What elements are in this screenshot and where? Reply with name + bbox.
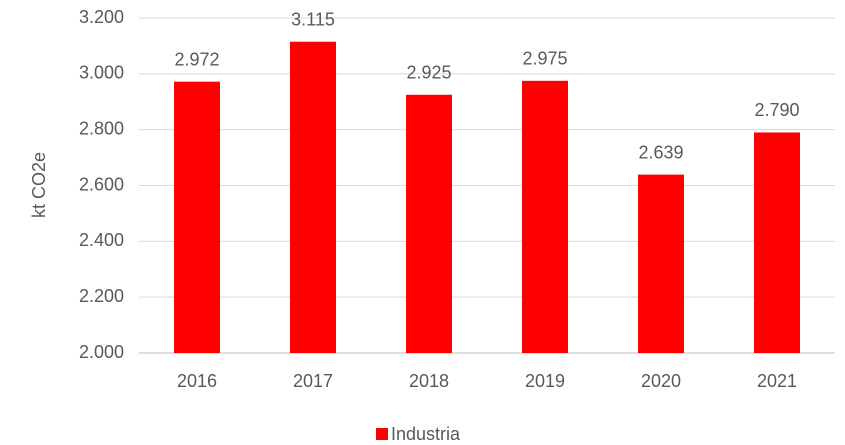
y-tick-label: 2.200 [79, 286, 124, 306]
x-tick-label: 2017 [293, 371, 333, 391]
legend-swatch [376, 428, 388, 440]
bar [174, 81, 220, 354]
legend-label: Industria [391, 424, 461, 444]
x-tick-label: 2016 [177, 371, 217, 391]
y-tick-label: 2.000 [79, 342, 124, 362]
bar [754, 132, 800, 353]
y-tick-label: 3.200 [79, 7, 124, 27]
y-tick-label: 2.600 [79, 174, 124, 194]
data-label: 2.790 [754, 100, 799, 120]
bar [290, 41, 336, 354]
y-axis-label: kt CO2e [29, 152, 49, 218]
x-tick-label: 2019 [525, 371, 565, 391]
data-label: 2.975 [522, 49, 567, 69]
bar [638, 174, 684, 353]
x-tick-label: 2021 [757, 371, 797, 391]
y-tick-label: 2.400 [79, 230, 124, 250]
data-label: 2.972 [174, 49, 219, 69]
bar [522, 80, 568, 353]
y-tick-label: 2.800 [79, 118, 124, 138]
bar [406, 94, 452, 353]
x-tick-label: 2018 [409, 371, 449, 391]
data-label: 3.115 [291, 9, 335, 29]
x-tick-label: 2020 [641, 371, 681, 391]
data-label: 2.639 [638, 142, 683, 162]
data-label: 2.925 [406, 63, 451, 83]
y-tick-label: 3.000 [79, 63, 124, 83]
